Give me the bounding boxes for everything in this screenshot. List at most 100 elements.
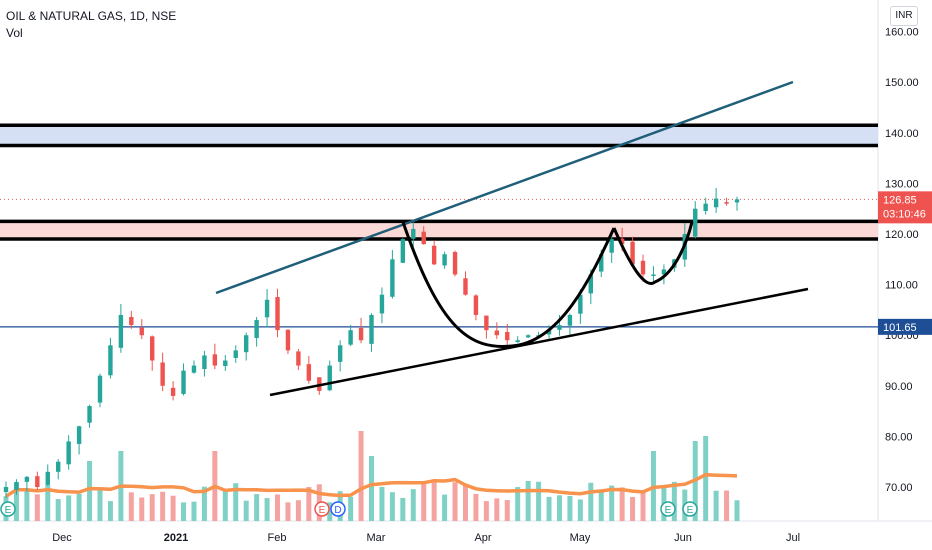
- x-tick-label: Jun: [674, 532, 692, 544]
- handle-pattern[interactable]: [612, 221, 694, 285]
- candle-body: [160, 362, 165, 386]
- currency-button[interactable]: INR: [890, 6, 918, 26]
- candle-body: [724, 202, 729, 204]
- candle-body: [108, 345, 113, 376]
- y-tick-label: 120.00: [885, 229, 919, 241]
- volume-bar: [734, 500, 740, 521]
- volume-bar: [76, 493, 82, 521]
- candle-body: [557, 325, 562, 330]
- candle-body: [567, 314, 573, 326]
- volume-bar: [13, 483, 19, 521]
- volume-bar: [107, 501, 113, 521]
- volume-bar: [671, 481, 677, 521]
- candle-body: [400, 239, 406, 263]
- candle-body: [505, 331, 510, 341]
- y-tick-label: 70.00: [885, 482, 913, 494]
- candle-body: [693, 208, 698, 237]
- volume-bar: [295, 500, 301, 521]
- event-marker[interactable]: E: [0, 501, 16, 517]
- y-tick-label: 80.00: [885, 431, 913, 443]
- candle-body: [264, 299, 270, 318]
- candle-body: [619, 238, 625, 245]
- volume-bar: [170, 495, 176, 521]
- volume-bar: [55, 499, 61, 521]
- middle-resistance-zone: [0, 221, 878, 240]
- last-price-tag: 126.85: [878, 191, 932, 224]
- candle-body: [76, 426, 82, 444]
- volume-bar: [421, 483, 427, 521]
- upper-trend-line[interactable]: [215, 80, 794, 295]
- volume-bar: [369, 456, 374, 521]
- volume-bar: [713, 490, 719, 521]
- chart-drawings: [215, 80, 809, 397]
- y-tick-label: 150.00: [885, 77, 919, 89]
- time-axis[interactable]: Dec 2021 Feb Mar Apr May Jun Jul: [52, 532, 800, 544]
- volume-bar: [525, 481, 531, 521]
- candle-body: [275, 297, 280, 331]
- event-marker[interactable]: E: [660, 501, 676, 517]
- candle-body: [494, 330, 500, 336]
- candle-body: [609, 239, 614, 253]
- candle-body: [223, 360, 228, 367]
- volume-bar: [97, 490, 103, 521]
- candle-body: [630, 241, 635, 265]
- cup-pattern[interactable]: [401, 221, 616, 348]
- volume-bar: [358, 431, 364, 521]
- volume-bar: [536, 481, 542, 521]
- volume-bar: [254, 494, 260, 521]
- candle-body: [546, 330, 552, 335]
- volume-bar: [191, 501, 197, 521]
- volume-bar: [45, 484, 51, 521]
- volume-bar: [724, 490, 730, 521]
- lower-trend-line[interactable]: [269, 287, 809, 397]
- candle-body: [390, 259, 395, 297]
- price-axis[interactable]: 70.0080.0090.00100.00110.00120.00130.001…: [878, 27, 932, 494]
- symbol-title[interactable]: OIL & NATURAL GAS, 1D, NSE: [6, 9, 177, 23]
- volume-bar: [703, 436, 709, 521]
- volume-bar: [400, 497, 406, 521]
- volume-bar: [452, 482, 458, 521]
- x-tick-label: Feb: [268, 532, 287, 544]
- event-marker[interactable]: D: [330, 501, 346, 517]
- volume-bar: [306, 486, 312, 521]
- countdown-label: 03:10:46: [883, 208, 926, 220]
- event-marker[interactable]: E: [314, 501, 330, 517]
- volume-bar: [410, 489, 416, 521]
- candle-body: [233, 350, 238, 358]
- volume-bar: [275, 494, 281, 521]
- y-tick-label: 90.00: [885, 381, 913, 393]
- volume-bar: [630, 496, 636, 521]
- volume-bar: [473, 493, 479, 521]
- y-tick-label: 140.00: [885, 128, 919, 140]
- x-tick-label: Apr: [474, 532, 491, 544]
- volume-bar: [609, 485, 615, 521]
- volume-bars: [3, 431, 740, 521]
- volume-bar: [442, 494, 448, 521]
- candle-body: [170, 387, 176, 396]
- volume-indicator-label[interactable]: Vol: [6, 26, 23, 40]
- candle-body: [411, 228, 416, 239]
- candle-body: [212, 354, 218, 366]
- candle-body: [327, 365, 332, 391]
- event-marker[interactable]: E: [682, 501, 698, 517]
- candle-body: [337, 345, 343, 362]
- candle-body: [734, 199, 740, 203]
- candle-body: [703, 203, 708, 211]
- volume-bar: [515, 487, 521, 521]
- volume-bar: [66, 495, 72, 521]
- candle-body: [473, 295, 479, 315]
- volume-bar: [201, 486, 207, 521]
- candle-body: [118, 314, 124, 348]
- candle-body: [463, 278, 468, 295]
- candle-body: [599, 254, 604, 272]
- resistance-zones: [0, 123, 878, 328]
- event-marker-label: E: [687, 505, 694, 516]
- volume-bar: [546, 496, 552, 521]
- volume-moving-average-line: [5, 472, 738, 498]
- event-marker-label: D: [334, 505, 341, 516]
- y-tick-label: 160.00: [885, 27, 919, 39]
- candle-body: [452, 252, 458, 275]
- candle-body: [254, 320, 259, 338]
